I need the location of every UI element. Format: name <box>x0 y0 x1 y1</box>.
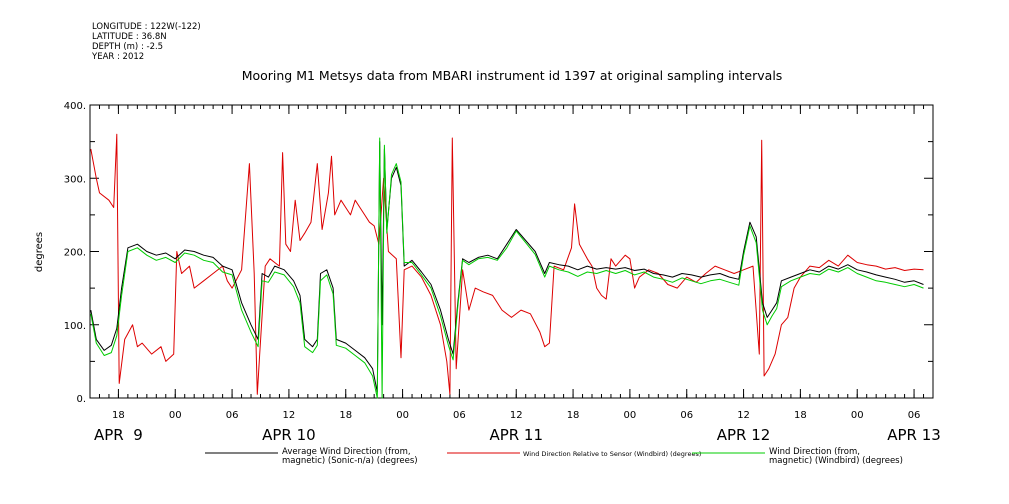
legend-label-1: Wind Direction Relative to Sensor (Windb… <box>523 450 701 458</box>
x-tick-label: 06 <box>226 410 239 421</box>
x-tick-label: 00 <box>396 410 409 421</box>
x-tick-label: 12 <box>283 410 296 421</box>
y-tick-label: 200. <box>64 248 86 259</box>
x-day-label: APR 10 <box>262 426 316 444</box>
latitude-label: LATITUDE : 36.8N <box>92 32 167 42</box>
y-tick-label: 400. <box>64 101 86 112</box>
y-tick-label: 300. <box>64 174 86 185</box>
metadata-block: LONGITUDE : 122W(-122) LATITUDE : 36.8N … <box>92 22 201 62</box>
legend: Average Wind Direction (from,magnetic) (… <box>205 447 903 466</box>
x-tick-label: 18 <box>339 410 352 421</box>
legend-label-2: Wind Direction (from, <box>769 447 860 457</box>
x-tick-label: 06 <box>453 410 466 421</box>
x-tick-label: 06 <box>680 410 693 421</box>
x-day-label: APR 11 <box>489 426 543 444</box>
legend-label-0: magnetic) (Sonic-n/a) (degrees) <box>282 456 418 466</box>
series-line-2 <box>90 137 924 399</box>
x-tick-label: 12 <box>737 410 750 421</box>
legend-label-2: magnetic) (Windbird) (degrees) <box>769 456 903 466</box>
x-tick-label: 12 <box>510 410 523 421</box>
x-day-label: APR 13 <box>887 426 941 444</box>
x-tick-label: 18 <box>567 410 580 421</box>
plot-frame <box>89 104 934 399</box>
x-tick-label: 00 <box>851 410 864 421</box>
series-line-1 <box>90 133 924 395</box>
x-day-label: APR 9 <box>94 426 143 444</box>
chart-title: Mooring M1 Metsys data from MBARI instru… <box>242 68 783 83</box>
x-tick-label: 00 <box>169 410 182 421</box>
y-axis-label: degrees <box>34 232 45 272</box>
year-label: YEAR : 2012 <box>92 52 145 62</box>
y-tick-label: 100. <box>64 321 86 332</box>
x-tick-label: 00 <box>624 410 637 421</box>
x-tick-label: 18 <box>794 410 807 421</box>
series-layer <box>90 133 924 399</box>
series-line-0 <box>90 141 924 393</box>
legend-label-0: Average Wind Direction (from, <box>282 447 411 457</box>
x-tick-label: 18 <box>112 410 125 421</box>
x-tick-label: 06 <box>908 410 921 421</box>
x-day-label: APR 12 <box>717 426 771 444</box>
depth-label: DEPTH (m) : -2.5 <box>92 42 164 52</box>
y-tick-label: 0. <box>76 394 86 405</box>
longitude-label: LONGITUDE : 122W(-122) <box>92 22 201 32</box>
plot-axes: 18 00 06 12 18 00 06 12 18 00 06 12 18 00 06 APR 9 APR 1… <box>64 101 941 444</box>
